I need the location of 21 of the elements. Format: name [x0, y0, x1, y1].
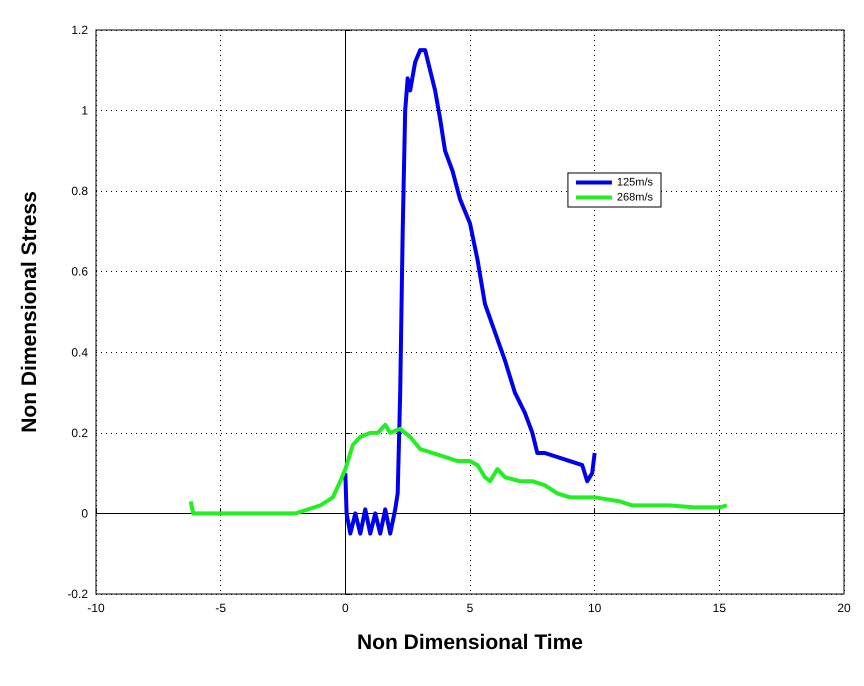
y-tick-label: 0.4 [71, 345, 88, 360]
x-tick-label: 0 [342, 601, 349, 615]
legend-label: 268m/s [616, 192, 654, 204]
y-tick-label: 0.8 [71, 184, 88, 198]
x-axis-title: Non Dimensional Time [357, 631, 583, 654]
line-series [343, 48, 597, 536]
x-tick-label: 20 [837, 601, 851, 615]
y-tick-label: 0.2 [71, 426, 88, 440]
y-tick-label: 1.2 [71, 23, 88, 37]
line-series [188, 422, 729, 516]
x-tick-label: 15 [712, 601, 726, 615]
legend-label: 125m/s [616, 176, 654, 188]
x-tick-label: -10 [87, 601, 105, 615]
x-tick-label: 5 [466, 601, 474, 615]
y-tick-label: -0.2 [67, 587, 88, 601]
y-tick-label: 0 [81, 506, 88, 520]
y-tick-label: 0.6 [71, 264, 88, 279]
x-tick-label: -5 [215, 601, 226, 615]
y-axis-title: Non Dimensional Stress [18, 191, 41, 433]
y-tick-label: 1 [81, 104, 88, 118]
x-tick-label: 10 [588, 601, 602, 615]
